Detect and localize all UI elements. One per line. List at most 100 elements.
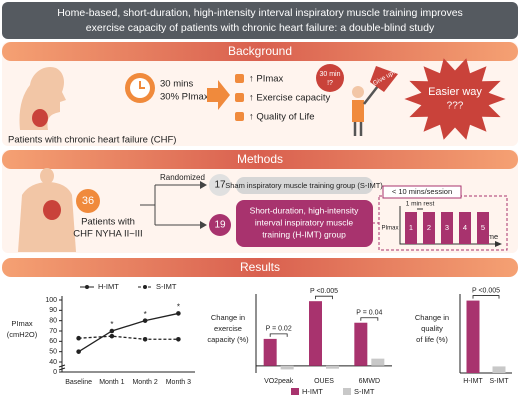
thumb-icon xyxy=(235,112,244,121)
himt-label: interval inspiratory muscle xyxy=(255,217,354,227)
protocol-y-label: PImax xyxy=(381,226,398,232)
bar xyxy=(354,322,368,366)
easier-text: Easier way xyxy=(428,86,482,98)
point xyxy=(109,328,115,334)
p-value: P <0.005 xyxy=(472,287,500,294)
x-tick-label: OUES xyxy=(314,378,334,385)
section-heading: Methods xyxy=(237,152,283,166)
y-axis-label: (cmH2O) xyxy=(7,330,38,339)
point xyxy=(76,349,81,354)
title-line: Home-based, short-duration, high-intensi… xyxy=(57,7,463,19)
flag xyxy=(370,66,398,92)
y-axis-label: of life (%) xyxy=(416,335,448,344)
patients-label: Patients with chronic heart failure (CHF… xyxy=(8,135,176,146)
set-label: 3 xyxy=(445,223,449,232)
y-tick-label: 0 xyxy=(53,369,57,376)
bar xyxy=(263,338,277,366)
legend-swatch xyxy=(343,388,351,395)
duration-tag xyxy=(382,185,462,199)
x-tick-label: Month 3 xyxy=(166,379,191,386)
himt-label: training (H-IMT) group xyxy=(262,229,346,239)
section-header xyxy=(2,150,518,169)
legend-label: S-IMT xyxy=(156,282,177,291)
x-tick-label: 6MWD xyxy=(359,378,380,385)
p-bracket xyxy=(269,333,288,337)
y-axis-label: Change in xyxy=(211,313,245,322)
y-tick-label: 90 xyxy=(49,307,57,314)
speech-bubble xyxy=(316,64,344,92)
point xyxy=(109,333,115,339)
p-bracket xyxy=(315,295,333,300)
bar xyxy=(371,358,385,366)
patient-head xyxy=(19,66,66,130)
count-text: 19 xyxy=(214,220,226,231)
legend-label: S-IMT xyxy=(354,387,375,396)
y-axis-label: quality xyxy=(421,324,443,333)
count-circle xyxy=(209,214,231,236)
x-tick-label: H-IMT xyxy=(463,378,483,385)
legend-marker xyxy=(143,285,147,289)
randomize-lines xyxy=(140,184,200,226)
p-value: P <0.005 xyxy=(310,288,338,295)
himt-box xyxy=(236,200,373,247)
bar xyxy=(309,301,322,366)
protocol-box xyxy=(378,195,508,251)
y-tick-label: 70 xyxy=(49,328,57,335)
title-banner xyxy=(2,2,518,39)
y-axis-label: Change in xyxy=(415,313,449,322)
count-circle xyxy=(209,174,231,196)
legend-swatch xyxy=(291,388,299,395)
arrow-head xyxy=(200,181,207,189)
p-bracket xyxy=(472,295,500,299)
x-tick-label: Month 1 xyxy=(99,379,124,386)
benefit-text: ↑ PImax xyxy=(249,74,284,85)
axis-break xyxy=(58,364,66,371)
point xyxy=(142,336,148,342)
section-header xyxy=(2,258,518,277)
p-value: P = 0.02 xyxy=(266,326,292,333)
set-bar xyxy=(441,212,453,244)
clock-hands xyxy=(139,81,145,89)
set-label: 2 xyxy=(427,223,431,232)
set-bar xyxy=(405,212,417,244)
significance: * xyxy=(177,303,180,312)
y-axis-label: exercise xyxy=(214,324,242,333)
p-bracket xyxy=(360,317,379,321)
background-panel xyxy=(2,42,518,146)
point xyxy=(142,318,148,323)
y-axis-label: PImax xyxy=(11,319,33,328)
person-limbs xyxy=(353,85,379,136)
x-tick-label: Baseline xyxy=(65,379,92,386)
count-text: 36 xyxy=(82,195,94,207)
bar xyxy=(280,365,294,370)
benefit-text: ↑ Quality of Life xyxy=(249,112,314,123)
thumb-icon xyxy=(235,93,244,102)
count-text: 17 xyxy=(214,180,226,191)
person-head xyxy=(352,86,364,98)
series-line xyxy=(78,335,179,340)
p-value: P = 0.04 xyxy=(356,310,382,317)
benefit-text: ↑ Exercise capacity xyxy=(249,93,331,104)
count-circle xyxy=(76,189,100,213)
section-heading: Results xyxy=(240,260,280,274)
legend-label: H-IMT xyxy=(302,387,323,396)
bar xyxy=(326,365,339,369)
set-bar xyxy=(459,212,471,244)
set-bar xyxy=(423,212,435,244)
set-label: 4 xyxy=(463,223,467,232)
sham-box xyxy=(236,177,373,194)
patients-text: CHF NYHA II~III xyxy=(73,229,142,240)
section-header xyxy=(2,42,518,61)
title-line: exercise capacity of patients with chron… xyxy=(86,22,435,34)
duration-text: < 10 mins/session xyxy=(392,187,452,196)
bubble-text: 30 min xyxy=(319,71,340,78)
y-tick-label: 60 xyxy=(49,338,57,345)
y-tick-label: 50 xyxy=(49,349,57,356)
point xyxy=(176,336,181,342)
heart-icon xyxy=(32,109,48,127)
point xyxy=(76,335,81,341)
x-tick-label: VO2peak xyxy=(264,378,294,385)
y-axis-label: capacity (%) xyxy=(207,335,249,344)
bar xyxy=(492,366,506,373)
